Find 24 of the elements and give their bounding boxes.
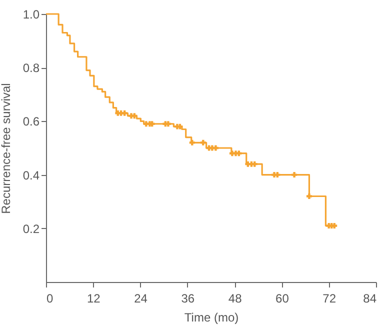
point [212,145,218,151]
x-tick-label: 84 [363,292,377,306]
y-tick-label: 0.8 [22,61,40,76]
y-tick-label: 0.6 [22,114,40,129]
point [306,194,312,199]
point [236,150,242,156]
y-tick-label: 0.2 [22,222,40,236]
x-tick-label: 12 [86,292,101,306]
point [132,113,138,119]
x-axis-title: Time (mo) [184,310,239,324]
point [189,140,195,146]
x-tick-label: 24 [134,292,148,306]
point [274,172,280,178]
x-tick-label: 72 [322,292,336,306]
point [292,172,298,178]
x-tick-label: 60 [276,292,290,306]
y-tick-label: 1.0 [22,8,40,22]
point [122,110,128,116]
y-axis-title: Recurrence-free survival [0,83,13,214]
point [200,140,206,146]
x-tick-label: 48 [228,292,242,306]
x-tick-label: 0 [46,292,54,306]
y-tick-label: 0.4 [22,168,40,182]
x-tick-label: 36 [181,292,195,306]
